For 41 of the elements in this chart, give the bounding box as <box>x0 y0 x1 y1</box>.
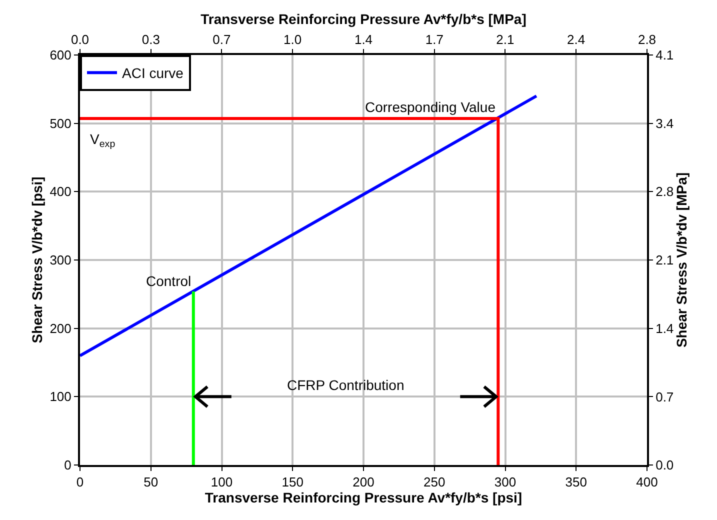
x-tick-label: 50 <box>144 474 158 490</box>
y-tick-label: 0 <box>64 458 72 473</box>
y-tick-label: 600 <box>50 48 72 63</box>
x2-tick-label: 1.4 <box>354 32 373 47</box>
y-tick-label: 300 <box>50 252 72 268</box>
x2-axis-title: Transverse Reinforcing Pressure Av*fy/b*s [MPa] <box>200 10 526 27</box>
y2-axis-title: Shear Stress V/b*dv [MPa] <box>674 172 690 348</box>
y-tick-label: 400 <box>50 184 72 200</box>
x-tick-label: 200 <box>352 474 374 490</box>
x2-tick-label: 0.7 <box>212 32 231 47</box>
x2-tick-label: 2.4 <box>567 32 586 47</box>
x-axis-title: Transverse Reinforcing Pressure Av*fy/b*s [psi] <box>204 490 522 506</box>
x2-tick-label: 0.3 <box>142 32 160 47</box>
x-tick-label: 400 <box>636 474 658 490</box>
y2-tick-label: 0.0 <box>656 458 674 473</box>
x-tick-label: 350 <box>565 474 587 490</box>
y-tick-label: 200 <box>50 320 72 336</box>
x2-tick-label: 1.7 <box>425 32 444 47</box>
x-tick-label: 150 <box>282 474 304 490</box>
x-tick-label: 100 <box>210 474 233 490</box>
x-tick-label: 250 <box>424 474 446 490</box>
x-tick-label: 300 <box>494 474 516 490</box>
x2-tick-label: 0.0 <box>70 32 90 47</box>
y2-tick-label: 2.8 <box>656 184 674 200</box>
y2-tick-label: 2.1 <box>656 252 674 268</box>
y2-tick-label: 0.7 <box>656 389 674 404</box>
y2-tick-label: 4.1 <box>656 48 674 63</box>
annotation: Control <box>146 273 192 289</box>
x-tick-label: 0 <box>76 474 84 490</box>
y-tick-label: 500 <box>50 116 72 131</box>
y-tick-label: 100 <box>50 389 72 404</box>
legend-label: ACI curve <box>122 65 184 82</box>
x2-tick-label: 2.8 <box>638 32 656 47</box>
y2-tick-label: 3.4 <box>656 116 674 131</box>
annotation: Corresponding Value <box>365 99 496 115</box>
x2-tick-label: 2.1 <box>496 32 514 47</box>
x2-tick-label: 1.0 <box>284 32 302 47</box>
y2-tick-label: 1.4 <box>656 320 674 336</box>
y-axis-title: Shear Stress V/b*dv [psi] <box>28 176 45 344</box>
annotation: V$_{exp}$ <box>90 131 116 150</box>
annotation: CFRP Contribution <box>287 377 404 393</box>
